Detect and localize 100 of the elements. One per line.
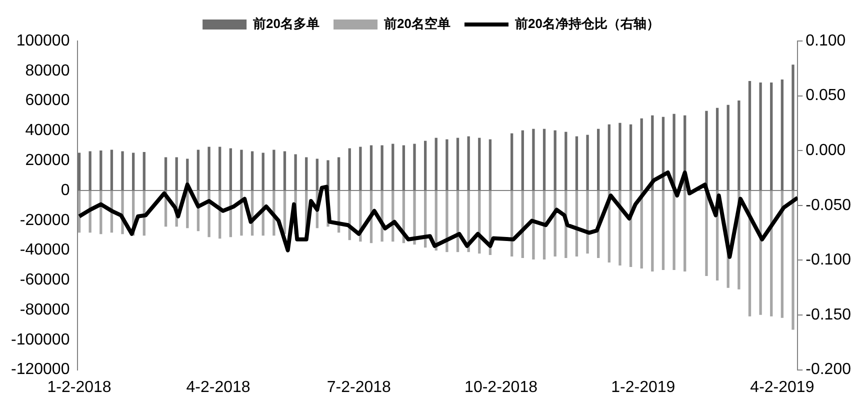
bar [434,138,438,191]
bar [250,151,254,191]
bar [110,150,114,191]
bar [88,151,92,191]
bar [618,190,622,266]
y2-tick-label: 0.050 [806,87,846,104]
legend-label: 前20名多单 [252,16,320,32]
bar [705,190,708,276]
bar [586,190,589,254]
bar [575,136,578,191]
y2-tick-label: -0.150 [806,306,852,324]
y2-tick-label: 0.000 [806,142,846,160]
bar [759,82,762,191]
bar [283,190,286,234]
x-tick-label: 7-2-2018 [326,378,392,396]
bar [359,146,362,191]
bar [446,139,448,191]
bar [196,150,200,191]
bar [651,190,654,272]
bar [597,128,600,191]
bar [542,128,546,191]
x-tick-label: 4-2-2018 [186,378,250,396]
y-tick-label: -120000 [11,361,70,378]
bar [510,133,514,191]
y2-tick-label: -0.050 [806,196,852,214]
bar [294,154,297,191]
bar [272,150,276,191]
bar [164,157,168,191]
bar [629,124,632,191]
bar [532,190,535,260]
bar [218,146,222,191]
bar [488,139,492,191]
y-tick-label: 40000 [25,122,70,140]
x-tick-label: 1-2-2019 [611,378,676,396]
bar [305,157,308,191]
y2-tick-label: -0.100 [806,252,852,269]
bar [521,130,524,191]
legend-label: 前20名空单 [383,16,450,32]
bar [413,190,416,245]
y2-tick-label: -0.200 [806,361,852,378]
bar [208,190,210,238]
bar [586,134,589,191]
bar [748,81,752,191]
bar [175,157,178,191]
bar [662,190,665,270]
bar [240,150,243,191]
bar [380,145,384,191]
bar [121,151,124,191]
bar [316,158,319,191]
bar [554,130,556,191]
bar [424,140,427,191]
y-tick-label: 60000 [25,92,70,110]
bar [456,138,460,191]
bar [100,150,102,191]
y-tick-label: 20000 [25,152,70,169]
bar [467,136,470,191]
bar [132,152,135,191]
y-tick-label: -20000 [20,212,70,229]
bar [208,146,210,191]
bar [78,152,81,191]
bar [770,82,773,191]
y-tick-label: -80000 [20,301,70,318]
y-tick-label: 0 [60,182,70,199]
bar [738,100,740,191]
legend-label: 前20名净持仓比（右轴） [514,16,660,32]
bar [780,80,784,191]
bar [262,152,264,191]
bar [672,190,676,270]
x-tick-label: 4-2-2019 [750,378,814,396]
x-tick-label: 1-2-2018 [47,378,112,396]
bar [467,190,470,252]
y-tick-label: -40000 [20,242,70,259]
bar [337,157,340,191]
y-tick-label: 80000 [25,62,70,80]
y2-tick-label: 0.100 [806,32,846,50]
y-tick-label: -60000 [20,272,70,289]
bar [564,132,568,191]
bar [532,128,535,191]
y-tick-label: -100000 [11,331,70,348]
bar [759,190,762,315]
bar [413,144,416,191]
bar [726,104,730,191]
bar [618,122,622,191]
bar [392,144,394,191]
bar [142,152,146,191]
bar [478,138,481,191]
bar [402,145,406,191]
bar [640,118,643,191]
bar [283,151,286,191]
bar [229,148,232,191]
bar [684,190,686,272]
bar [370,145,373,191]
y-tick-label: 100000 [16,32,70,50]
bar [792,64,794,191]
bar [716,108,719,191]
bar [608,124,610,191]
bar [446,190,448,252]
bar [792,190,794,330]
bar [348,148,351,191]
x-tick-label: 10-2-2018 [464,378,538,396]
